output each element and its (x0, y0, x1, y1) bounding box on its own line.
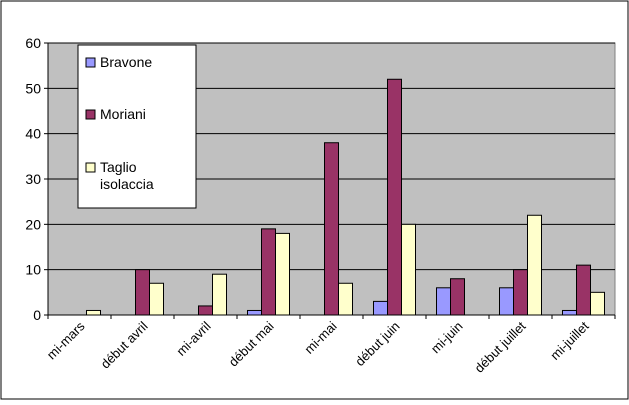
legend-label: Bravone (100, 54, 152, 70)
y-tick-label: 60 (25, 35, 41, 51)
legend: Bravone Moriani Taglio isolaccia (77, 44, 197, 209)
bar-taglio-isolaccia (275, 232, 290, 316)
y-tick-labels: 0 10 20 30 40 50 60 (25, 35, 41, 323)
bars (86, 78, 605, 316)
legend-swatch (85, 162, 96, 173)
bar-moriani (513, 269, 528, 316)
bar-bravone (373, 300, 388, 316)
bar-moriani (387, 78, 402, 316)
legend-label: Moriani (100, 106, 146, 122)
bar-moriani (324, 142, 339, 316)
legend-swatch (85, 57, 96, 68)
bar-bravone (436, 287, 451, 316)
bar-taglio-isolaccia (338, 282, 353, 316)
bar-taglio-isolaccia (86, 309, 101, 316)
y-tick-label: 20 (25, 216, 41, 232)
bar-moriani (261, 228, 276, 316)
y-tick-label: 40 (25, 126, 41, 142)
bar-taglio-isolaccia (212, 273, 227, 316)
y-tick-label: 50 (25, 80, 41, 96)
legend-label: Taglio isolaccia (100, 159, 154, 192)
axes (44, 42, 616, 319)
y-tick-label: 10 (25, 262, 41, 278)
bar-moriani (135, 269, 150, 316)
bar-bravone (562, 309, 577, 316)
y-tick-label: 0 (33, 307, 41, 323)
bar-moriani (450, 278, 465, 316)
bar-bravone (499, 287, 514, 316)
bar-moriani (576, 264, 591, 316)
bar-taglio-isolaccia (149, 282, 164, 316)
bar-taglio-isolaccia (527, 214, 542, 316)
bar-taglio-isolaccia (590, 291, 605, 316)
legend-box (77, 44, 197, 209)
bar-taglio-isolaccia (401, 223, 416, 316)
legend-swatch (85, 109, 96, 120)
bar-bravone (247, 309, 262, 316)
bar-moriani (198, 305, 213, 316)
y-tick-label: 30 (25, 171, 41, 187)
